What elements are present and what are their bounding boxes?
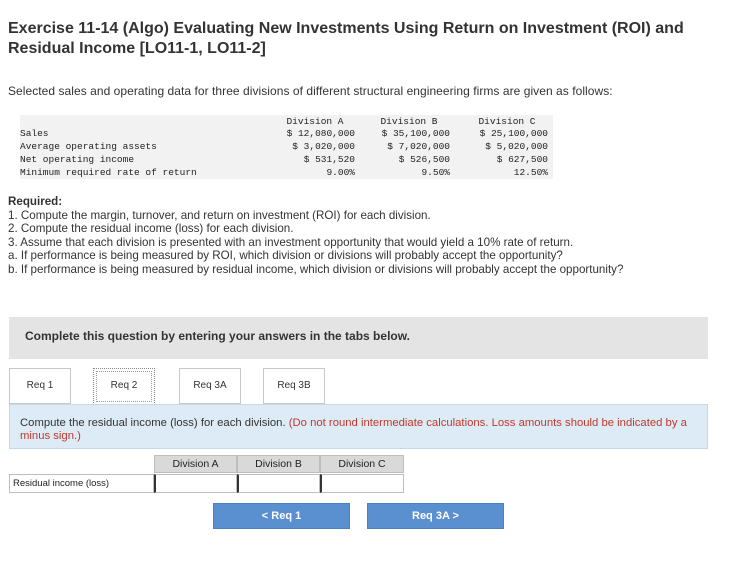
answer-header-division-b: Division B (237, 455, 320, 473)
header-division-a: Division A (286, 116, 344, 127)
sales-b: $ 35,100,000 (381, 128, 450, 139)
rate-a: 9.00% (326, 167, 355, 178)
next-req-3a-button[interactable]: Req 3A > (367, 503, 504, 529)
residual-income-answer-table: Division A Division B Division C Residua… (9, 455, 404, 493)
rate-c: 12.50% (513, 167, 548, 178)
instruction-note: (Do not round intermediate calculations.… (20, 417, 687, 442)
assets-b: $ 7,020,000 (387, 141, 450, 152)
income-c: $ 627,500 (496, 154, 548, 165)
instruction-main: Compute the residual income (loss) for e… (20, 417, 286, 429)
residual-income-input-division-a[interactable] (154, 474, 237, 493)
banner-text: Complete this question by entering your … (25, 329, 410, 343)
assets-a: $ 3,020,000 (292, 141, 355, 152)
answer-header-division-a: Division A (154, 455, 237, 473)
required-section: Required: 1. Compute the margin, turnove… (8, 195, 728, 276)
row-label-income: Net operating income (20, 154, 135, 165)
intro-text: Selected sales and operating data for th… (8, 84, 613, 98)
tab-req-3a[interactable]: Req 3A (179, 368, 241, 404)
tab-req-2[interactable]: Req 2 (93, 368, 155, 405)
question-instructions: Compute the residual income (loss) for e… (9, 404, 708, 449)
header-division-b: Division B (380, 116, 438, 127)
required-item-3b: b. If performance is being measured by r… (8, 262, 624, 276)
instructions-banner: Complete this question by entering your … (9, 317, 708, 359)
sales-a: $ 12,080,000 (286, 128, 355, 139)
prev-req-1-button[interactable]: < Req 1 (213, 503, 350, 529)
residual-income-input-division-b[interactable] (237, 474, 320, 493)
assets-c: $ 5,020,000 (485, 141, 548, 152)
income-a: $ 531,520 (303, 154, 355, 165)
required-item-2: 2. Compute the residual income (loss) fo… (8, 222, 294, 235)
header-division-c: Division C (478, 116, 536, 127)
answer-header-division-c: Division C (320, 455, 404, 473)
required-label: Required: (8, 195, 63, 208)
rate-b: 9.50% (421, 167, 450, 178)
income-b: $ 526,500 (398, 154, 450, 165)
required-item-3a: a. If performance is being measured by R… (8, 249, 563, 262)
residual-income-input-division-c[interactable] (320, 474, 404, 493)
row-label-sales: Sales (20, 128, 49, 139)
required-item-3: 3. Assume that each division is presente… (8, 235, 574, 249)
residual-income-row-label: Residual income (loss) (9, 474, 154, 493)
row-label-assets: Average operating assets (20, 141, 157, 152)
exercise-title: Exercise 11-14 (Algo) Evaluating New Inv… (8, 20, 684, 57)
row-label-rate: Minimum required rate of return (20, 167, 197, 178)
division-data-table: Division A Division B Division C Sales $… (20, 115, 553, 179)
tab-req-3b[interactable]: Req 3B (263, 368, 325, 404)
tab-req-1[interactable]: Req 1 (9, 368, 71, 404)
required-item-1: 1. Compute the margin, turnover, and ret… (8, 208, 431, 222)
sales-c: $ 25,100,000 (479, 128, 548, 139)
